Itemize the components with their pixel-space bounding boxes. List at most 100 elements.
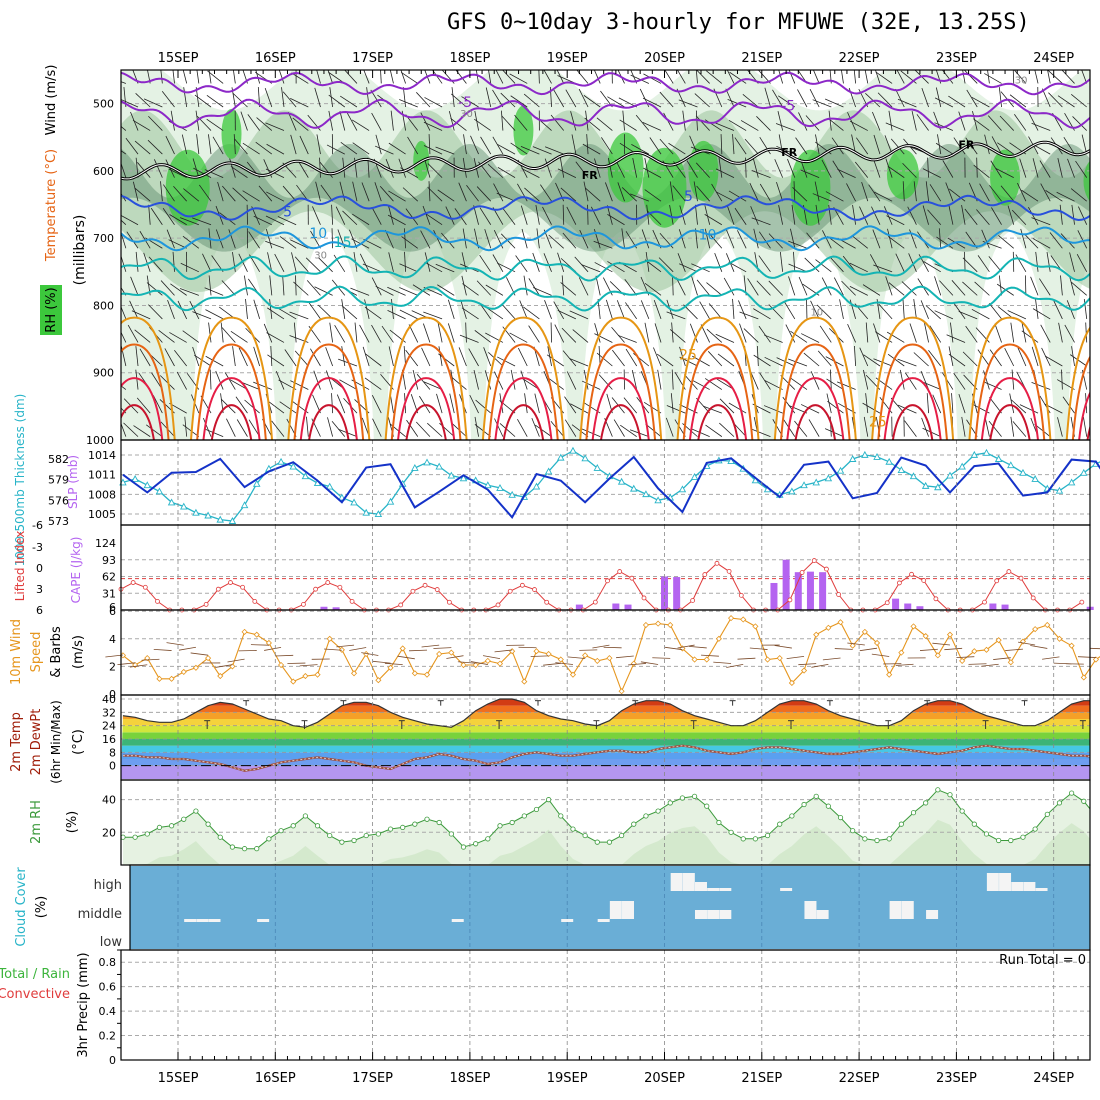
- wind-barb: [566, 371, 577, 390]
- rh2m-marker: [339, 839, 345, 845]
- rh2m-marker: [254, 846, 260, 852]
- wind-barb: [1010, 416, 1015, 437]
- cape-bar: [806, 571, 814, 610]
- wind-barb: [753, 228, 759, 249]
- wind-speed-marker: [545, 650, 552, 658]
- wind-barb: [266, 143, 285, 155]
- wind-barb: [981, 229, 990, 249]
- wind-barb: [387, 286, 406, 296]
- isotherm-15: [121, 255, 1090, 282]
- wind-barb: [166, 229, 175, 249]
- wind-barb: [995, 168, 1014, 178]
- thickness-marker: [690, 472, 699, 480]
- wind-barb: [699, 301, 711, 320]
- wind-barb: [224, 372, 236, 390]
- lifted-tick: 0: [36, 562, 43, 575]
- wind-barb: [1070, 188, 1087, 202]
- wind-barb: [751, 170, 771, 179]
- axis-label: Temperature (°C): [44, 149, 59, 262]
- wind-barb: [1064, 324, 1075, 343]
- wind-barb: [351, 119, 370, 131]
- wind-barb: [560, 282, 577, 296]
- cloud-bar-low: [257, 919, 270, 922]
- warm-dome: [877, 343, 948, 440]
- wind-barb: [269, 275, 273, 296]
- thickness-marker: [216, 515, 225, 523]
- wind-barb: [759, 372, 771, 390]
- warm-dome: [202, 377, 261, 440]
- rh2m-marker: [606, 839, 613, 845]
- wind-barb: [593, 70, 601, 84]
- wind-barb: [351, 213, 370, 226]
- wind-barb-10m: [555, 662, 574, 665]
- wind-barb: [569, 310, 589, 320]
- wind-barb: [232, 70, 236, 84]
- wind-barb: [643, 73, 662, 84]
- wind-barb: [756, 116, 771, 131]
- wind-barb-10m: [178, 646, 196, 651]
- wind-speed-marker: [253, 631, 260, 638]
- wind-barb-10m: [336, 644, 355, 648]
- wind-barb: [352, 142, 370, 155]
- wind-barb: [488, 351, 504, 367]
- wind-barb: [221, 327, 236, 343]
- wind-barb: [988, 302, 1002, 320]
- wind-barb: [872, 229, 881, 249]
- wind-barb: [716, 191, 735, 202]
- lifted-index-marker: [811, 558, 817, 563]
- wind-barb-10m: [530, 655, 549, 657]
- wind-barb: [1067, 158, 1075, 178]
- date-label-top: 18SEP: [449, 51, 490, 66]
- wind-speed-marker: [594, 657, 601, 664]
- cloud-bar-middle: [926, 910, 939, 919]
- isotherm-10: [121, 225, 1090, 252]
- thickness-marker: [179, 502, 188, 510]
- lifted-tick: -6: [32, 519, 43, 532]
- wind-barb: [500, 92, 516, 108]
- wind-barb: [341, 346, 346, 367]
- wind-barb: [402, 187, 419, 202]
- wind-barb: [815, 259, 832, 273]
- wind-barb: [621, 228, 625, 249]
- thickness-marker: [325, 482, 334, 490]
- wind-barb: [247, 114, 260, 131]
- isotherm-label: FR: [958, 139, 975, 152]
- wind-barb: [998, 275, 1002, 296]
- wind-barb: [1047, 70, 1063, 84]
- wind-barb: [232, 251, 236, 272]
- rh2m-marker: [898, 821, 904, 827]
- wind-barb: [130, 276, 139, 296]
- wind-barb: [390, 110, 394, 131]
- cape-bar: [892, 598, 900, 610]
- wind-barb: [423, 121, 443, 131]
- thickness-marker: [727, 457, 735, 465]
- wind-barb: [1049, 232, 1063, 249]
- wind-barb: [1063, 136, 1075, 155]
- rh2m-marker: [363, 832, 369, 839]
- wind-barb: [706, 328, 723, 343]
- wind-barb: [121, 286, 127, 296]
- wind-barb: [474, 416, 479, 437]
- rh2m-marker: [582, 832, 588, 839]
- temp-plot-area: [121, 698, 1090, 779]
- wind-barb: [886, 215, 905, 226]
- wind-barb: [902, 162, 917, 178]
- wind-barb: [785, 324, 796, 343]
- wind-barb: [1004, 347, 1015, 367]
- wind-barb: [264, 88, 273, 108]
- rh2m-marker: [1044, 811, 1050, 817]
- wind-barb: [255, 141, 273, 155]
- cloud-bar-middle: [901, 901, 914, 919]
- wind-barb: [327, 417, 334, 437]
- wind-barb: [739, 323, 747, 343]
- wind-speed-marker: [387, 664, 394, 671]
- rh2m-marker: [144, 831, 150, 837]
- cloud-bar-high: [986, 873, 999, 891]
- wind-speed-marker: [886, 671, 893, 678]
- wind-barb: [388, 252, 394, 272]
- lifted-index-marker: [738, 592, 744, 598]
- rh2m-marker: [473, 841, 479, 847]
- lifted-index-line: [120, 559, 1083, 611]
